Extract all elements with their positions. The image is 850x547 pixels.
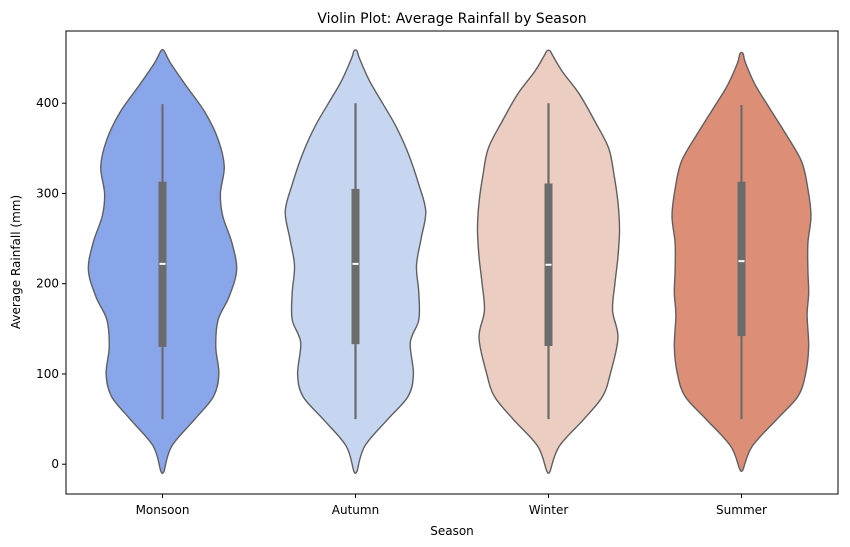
x-tick-label: Winter (529, 503, 569, 517)
violin-winter (476, 49, 621, 474)
y-tick-label: 0 (51, 457, 59, 471)
violin-iqr-box (351, 188, 360, 345)
x-axis-label: Season (430, 524, 474, 538)
violin-summer (671, 51, 812, 473)
y-tick-label: 200 (36, 277, 59, 291)
x-tick-label: Monsoon (136, 503, 190, 517)
x-tick-label: Autumn (332, 503, 379, 517)
y-axis-label: Average Rainfall (mm) (9, 195, 23, 329)
y-tick-label: 400 (36, 96, 59, 110)
y-axis: 0 100 200 300 400 (36, 96, 66, 471)
violin-monsoon (87, 48, 238, 474)
violin-autumn (284, 49, 427, 474)
violin-iqr-box (737, 181, 746, 337)
plot-frame (65, 30, 839, 495)
y-tick-label: 100 (36, 367, 59, 381)
violins-layer (87, 48, 812, 474)
y-tick-label: 300 (36, 186, 59, 200)
x-tick-label: Summer (716, 503, 767, 517)
x-axis: Monsoon Autumn Winter Summer (136, 494, 767, 517)
chart-title: Violin Plot: Average Rainfall by Season (317, 11, 586, 27)
